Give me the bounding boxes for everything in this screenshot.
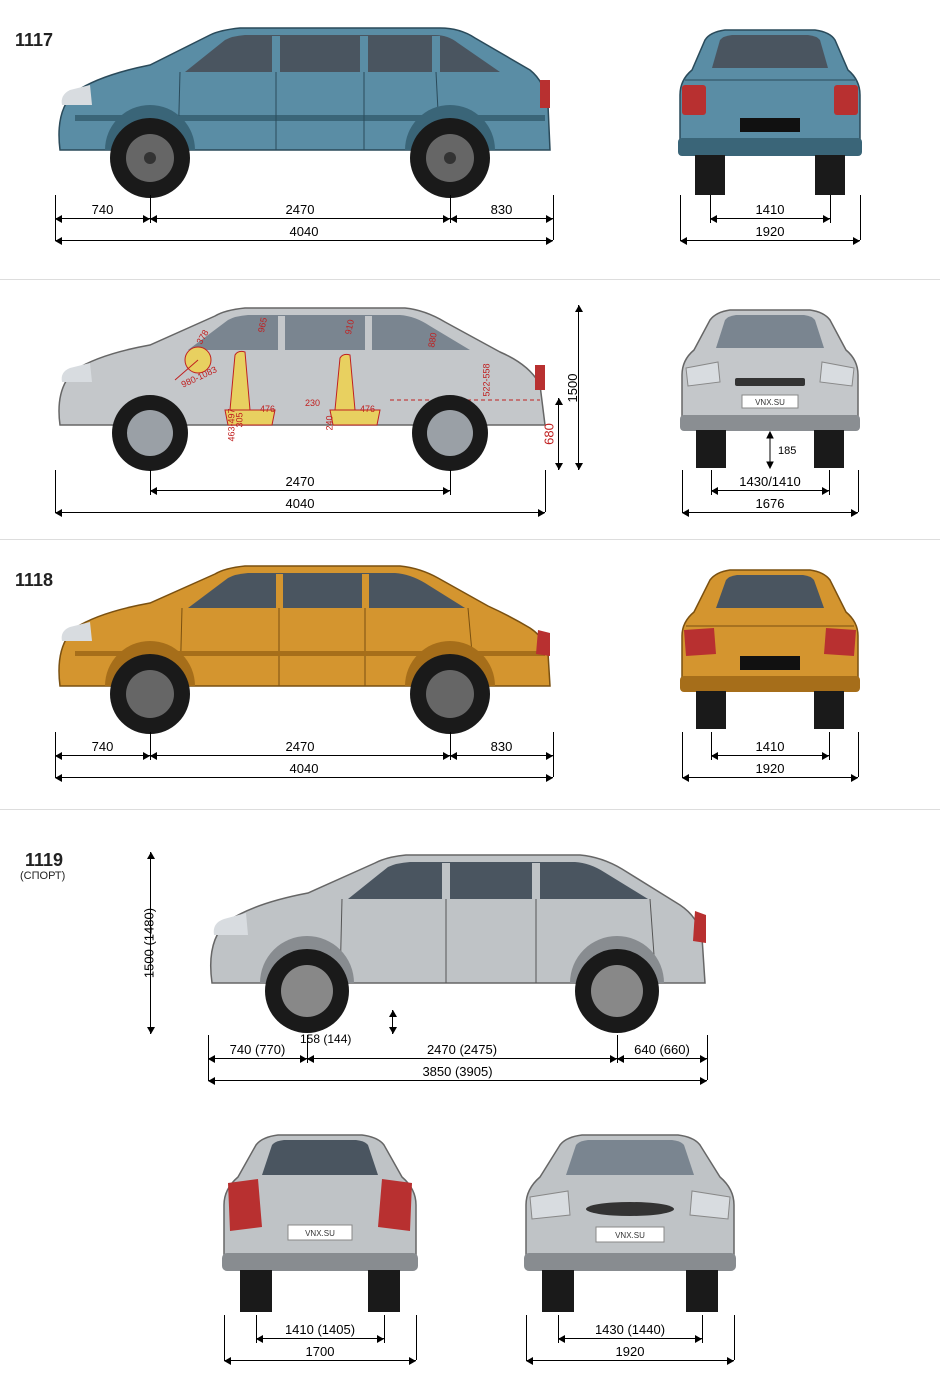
int-leg3: 476 xyxy=(360,404,375,414)
dim-1117-width: 1920 xyxy=(680,240,860,241)
dim-cutaway-wb: 2470 xyxy=(150,490,450,491)
dim-1119-ftrack: 1430 (1440) xyxy=(558,1338,702,1339)
dim-1119-rwidth: 1700 xyxy=(224,1360,416,1361)
panel-1119-rf: VNX.SU 1410 (1405) 1700 VNX.SU 1430 (144… xyxy=(0,1110,940,1390)
dim-cutaway-fwidth: 1676 xyxy=(682,512,858,513)
model-label-1119: 1119 xyxy=(25,850,63,871)
car-1117-side xyxy=(20,10,560,210)
dim-1119-foh: 740 (770) xyxy=(208,1058,307,1059)
dim-1117-wheelbase: 2470 xyxy=(150,218,450,219)
dim-cutaway-ftrack: 1430/1410 xyxy=(711,490,829,491)
dim-1118-total: 4040 xyxy=(55,777,553,778)
car-1119-rear: VNX.SU xyxy=(180,1115,460,1325)
car-cutaway-front: VNX.SU 185 xyxy=(640,290,900,480)
dim-1118-foh: 740 xyxy=(55,755,150,756)
dim-1118-wb: 2470 xyxy=(150,755,450,756)
svg-text:VNX.SU: VNX.SU xyxy=(615,1231,645,1240)
int-leg2: 230 xyxy=(305,398,320,408)
dim-cutaway-total: 4040 xyxy=(55,512,545,513)
int-seatw: 240 xyxy=(325,415,335,430)
model-sublabel-1119: (СПОРТ) xyxy=(20,870,65,882)
car-1118-side xyxy=(20,548,560,743)
dim-1119-wb: 2470 (2475) xyxy=(307,1058,617,1059)
car-1119-side xyxy=(170,835,730,1045)
dim-1119-rtrack: 1410 (1405) xyxy=(256,1338,384,1339)
dim-1117-track: 1410 xyxy=(710,218,830,219)
car-1117-rear xyxy=(640,10,900,210)
dim-1119-height: 1500 (1480) xyxy=(150,852,151,1034)
svg-text:VNX.SU: VNX.SU xyxy=(305,1229,335,1238)
panel-cutaway: 378 965 910 880 980-1083 476 230 476 463… xyxy=(0,280,940,540)
car-1119-front: VNX.SU xyxy=(480,1115,780,1325)
dim-cutaway-height: 1500 xyxy=(578,305,579,470)
svg-text:185: 185 xyxy=(778,445,796,457)
dim-1119-fwidth: 1920 xyxy=(526,1360,734,1361)
dim-1118-track: 1410 xyxy=(711,755,829,756)
svg-text:VNX.SU: VNX.SU xyxy=(755,398,785,407)
int-seath2: 305 xyxy=(235,412,245,427)
panel-1119-side: 1119 (СПОРТ) 1500 (1480) 158 (144) 740 (… xyxy=(0,810,940,1110)
panel-1117: 1117 740 2470 830 40 xyxy=(0,0,940,280)
int-trunkh: 522-558 xyxy=(482,363,492,396)
dim-1117-front-oh: 740 xyxy=(55,218,150,219)
panel-1118: 1118 740 2470 830 4040 xyxy=(0,540,940,810)
dim-1119-total: 3850 (3905) xyxy=(208,1080,707,1081)
dim-1118-width: 1920 xyxy=(682,777,858,778)
dim-1119-clr xyxy=(392,1010,393,1034)
dim-1119-roh: 640 (660) xyxy=(617,1058,707,1059)
car-cutaway-side xyxy=(20,290,560,480)
dim-1117-rear-oh: 830 xyxy=(450,218,553,219)
int-leg1: 476 xyxy=(260,404,275,414)
dim-1118-roh: 830 xyxy=(450,755,553,756)
dim-cutaway-680: 680 xyxy=(558,398,559,470)
car-1118-rear xyxy=(640,548,900,743)
dim-1117-total: 4040 xyxy=(55,240,553,241)
